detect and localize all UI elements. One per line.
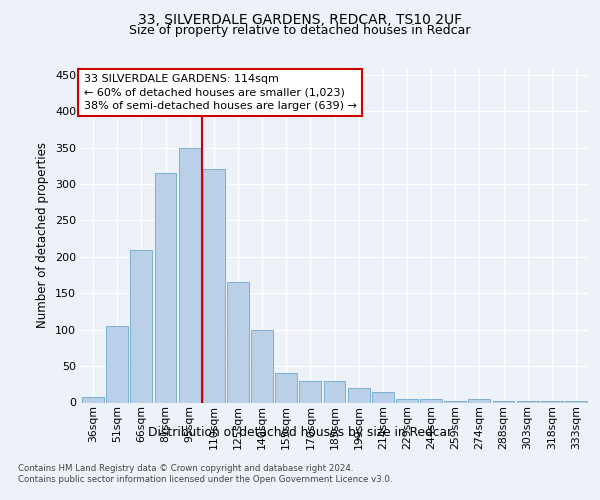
- Bar: [565, 401, 587, 402]
- Bar: [323, 380, 346, 402]
- Text: Contains HM Land Registry data © Crown copyright and database right 2024.: Contains HM Land Registry data © Crown c…: [18, 464, 353, 473]
- Bar: [179, 148, 200, 402]
- Text: Contains public sector information licensed under the Open Government Licence v3: Contains public sector information licen…: [18, 475, 392, 484]
- Text: 33, SILVERDALE GARDENS, REDCAR, TS10 2UF: 33, SILVERDALE GARDENS, REDCAR, TS10 2UF: [138, 12, 462, 26]
- Bar: [420, 399, 442, 402]
- Text: 33 SILVERDALE GARDENS: 114sqm
← 60% of detached houses are smaller (1,023)
38% o: 33 SILVERDALE GARDENS: 114sqm ← 60% of d…: [83, 74, 356, 110]
- Bar: [203, 170, 224, 402]
- Bar: [396, 399, 418, 402]
- Bar: [130, 250, 152, 402]
- Bar: [106, 326, 128, 402]
- Bar: [275, 374, 297, 402]
- Bar: [541, 401, 563, 402]
- Bar: [155, 173, 176, 402]
- Bar: [517, 401, 539, 402]
- Bar: [493, 401, 514, 402]
- Bar: [348, 388, 370, 402]
- Bar: [469, 399, 490, 402]
- Text: Size of property relative to detached houses in Redcar: Size of property relative to detached ho…: [129, 24, 471, 37]
- Bar: [82, 398, 104, 402]
- Bar: [227, 282, 249, 403]
- Bar: [372, 392, 394, 402]
- Text: Distribution of detached houses by size in Redcar: Distribution of detached houses by size …: [148, 426, 452, 439]
- Y-axis label: Number of detached properties: Number of detached properties: [37, 142, 49, 328]
- Bar: [251, 330, 273, 402]
- Bar: [445, 401, 466, 402]
- Bar: [299, 380, 321, 402]
